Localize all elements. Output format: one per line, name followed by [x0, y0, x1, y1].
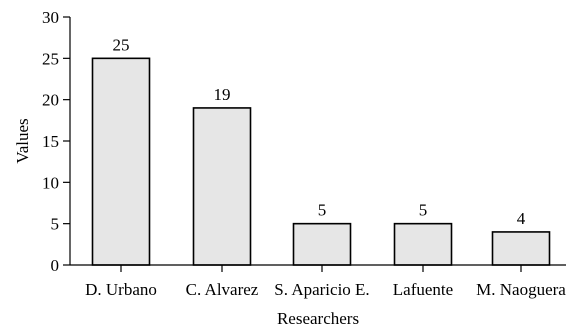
y-tick-label: 25 [42, 49, 59, 68]
bar [91, 57, 151, 266]
bar-value-label: 19 [214, 85, 231, 104]
x-axis-ticks: D. Urbano C. Alvarez S. Aparicio E. Lafuent… [85, 265, 566, 299]
y-tick-label: 10 [42, 173, 59, 192]
x-tick-label: Lafuente [393, 280, 453, 299]
bar-value-label: 4 [517, 209, 526, 228]
x-tick-label: C. Alvarez [186, 280, 259, 299]
y-tick-label: 15 [42, 132, 59, 151]
bar [393, 222, 453, 266]
x-axis-title: Researchers [277, 309, 359, 328]
bar-value-label: 5 [419, 201, 428, 220]
bar-value-label: 5 [318, 201, 327, 220]
y-tick-label: 30 [42, 8, 59, 27]
y-tick-label: 20 [42, 91, 59, 110]
x-tick-label: S. Aparicio E. [274, 280, 369, 299]
bar [292, 222, 352, 266]
y-tick-label: 5 [51, 215, 60, 234]
y-axis-ticks: 0 5 10 15 20 25 30 [42, 8, 70, 275]
y-tick-label: 0 [51, 256, 60, 275]
x-tick-label: D. Urbano [85, 280, 157, 299]
bar [192, 107, 252, 266]
y-axis-title: Values [13, 118, 32, 163]
bar-value-label: 25 [113, 35, 130, 54]
x-tick-label: M. Naoguera [476, 280, 566, 299]
data-labels-group: 25 19 5 5 4 [113, 35, 526, 228]
bars-group [91, 57, 551, 266]
bar [491, 231, 551, 266]
